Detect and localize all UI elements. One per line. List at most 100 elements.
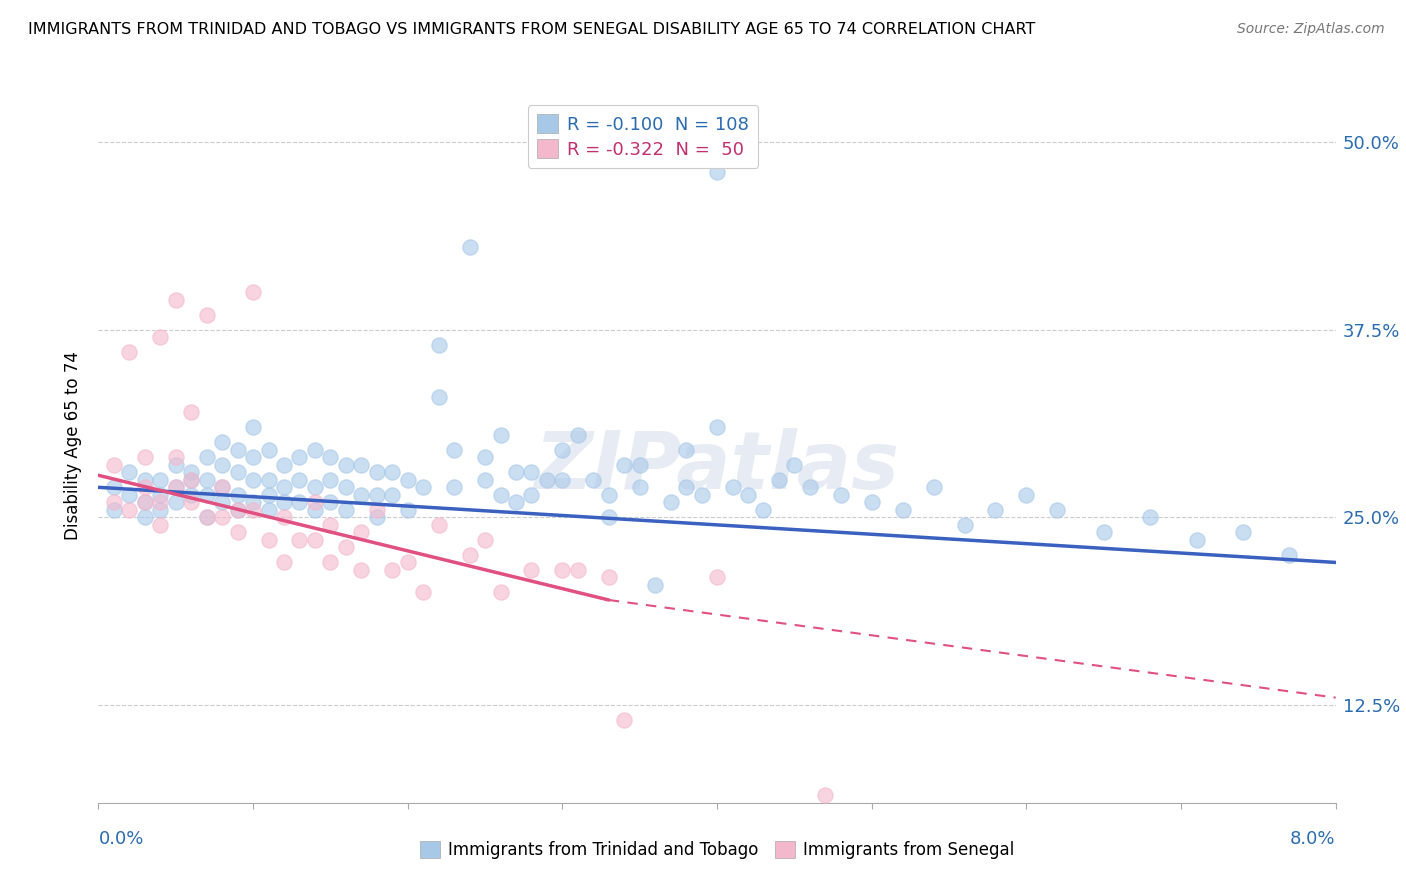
- Point: [134, 495, 156, 509]
- Point: [273, 495, 295, 509]
- Text: IMMIGRANTS FROM TRINIDAD AND TOBAGO VS IMMIGRANTS FROM SENEGAL DISABILITY AGE 65: IMMIGRANTS FROM TRINIDAD AND TOBAGO VS I…: [28, 22, 1035, 37]
- Point: [149, 488, 172, 502]
- Point: [319, 495, 342, 509]
- Point: [582, 473, 605, 487]
- Point: [412, 480, 434, 494]
- Point: [520, 488, 543, 502]
- Point: [195, 510, 218, 524]
- Point: [242, 420, 264, 434]
- Point: [366, 488, 388, 502]
- Point: [458, 548, 481, 562]
- Point: [165, 480, 187, 494]
- Point: [396, 556, 419, 570]
- Point: [180, 465, 202, 479]
- Point: [226, 488, 249, 502]
- Point: [118, 465, 141, 479]
- Text: 0.0%: 0.0%: [98, 830, 143, 847]
- Point: [288, 495, 311, 509]
- Point: [489, 427, 512, 442]
- Point: [520, 563, 543, 577]
- Point: [165, 495, 187, 509]
- Text: ZIPatlas: ZIPatlas: [534, 428, 900, 507]
- Point: [381, 488, 404, 502]
- Point: [860, 495, 883, 509]
- Point: [644, 578, 666, 592]
- Point: [257, 488, 280, 502]
- Point: [396, 503, 419, 517]
- Point: [1185, 533, 1208, 547]
- Y-axis label: Disability Age 65 to 74: Disability Age 65 to 74: [65, 351, 83, 541]
- Point: [613, 713, 636, 727]
- Point: [505, 495, 527, 509]
- Point: [257, 473, 280, 487]
- Point: [474, 473, 496, 487]
- Point: [226, 442, 249, 457]
- Point: [211, 510, 233, 524]
- Point: [134, 510, 156, 524]
- Point: [737, 488, 759, 502]
- Point: [613, 458, 636, 472]
- Point: [1232, 525, 1254, 540]
- Point: [659, 495, 682, 509]
- Point: [458, 240, 481, 254]
- Point: [427, 390, 450, 404]
- Point: [165, 458, 187, 472]
- Point: [366, 503, 388, 517]
- Point: [304, 495, 326, 509]
- Point: [721, 480, 744, 494]
- Point: [1278, 548, 1301, 562]
- Point: [1139, 510, 1161, 524]
- Point: [180, 488, 202, 502]
- Point: [412, 585, 434, 599]
- Point: [675, 480, 697, 494]
- Point: [319, 473, 342, 487]
- Point: [242, 450, 264, 465]
- Point: [242, 285, 264, 299]
- Point: [195, 510, 218, 524]
- Point: [335, 503, 357, 517]
- Point: [567, 563, 589, 577]
- Point: [103, 480, 125, 494]
- Point: [1092, 525, 1115, 540]
- Point: [628, 480, 651, 494]
- Point: [180, 473, 202, 487]
- Point: [335, 541, 357, 555]
- Point: [706, 420, 728, 434]
- Point: [319, 450, 342, 465]
- Point: [350, 563, 373, 577]
- Point: [366, 465, 388, 479]
- Point: [350, 525, 373, 540]
- Point: [226, 503, 249, 517]
- Point: [335, 480, 357, 494]
- Point: [195, 308, 218, 322]
- Point: [149, 517, 172, 532]
- Point: [953, 517, 976, 532]
- Point: [474, 533, 496, 547]
- Point: [273, 556, 295, 570]
- Point: [273, 458, 295, 472]
- Point: [598, 488, 620, 502]
- Point: [366, 510, 388, 524]
- Point: [350, 488, 373, 502]
- Point: [211, 480, 233, 494]
- Point: [350, 458, 373, 472]
- Point: [134, 480, 156, 494]
- Point: [288, 473, 311, 487]
- Point: [598, 510, 620, 524]
- Point: [242, 473, 264, 487]
- Point: [288, 533, 311, 547]
- Point: [335, 458, 357, 472]
- Point: [149, 503, 172, 517]
- Point: [149, 495, 172, 509]
- Point: [134, 450, 156, 465]
- Point: [427, 517, 450, 532]
- Point: [304, 503, 326, 517]
- Point: [984, 503, 1007, 517]
- Point: [690, 488, 713, 502]
- Point: [257, 503, 280, 517]
- Point: [752, 503, 775, 517]
- Point: [304, 533, 326, 547]
- Point: [226, 503, 249, 517]
- Point: [396, 473, 419, 487]
- Point: [211, 480, 233, 494]
